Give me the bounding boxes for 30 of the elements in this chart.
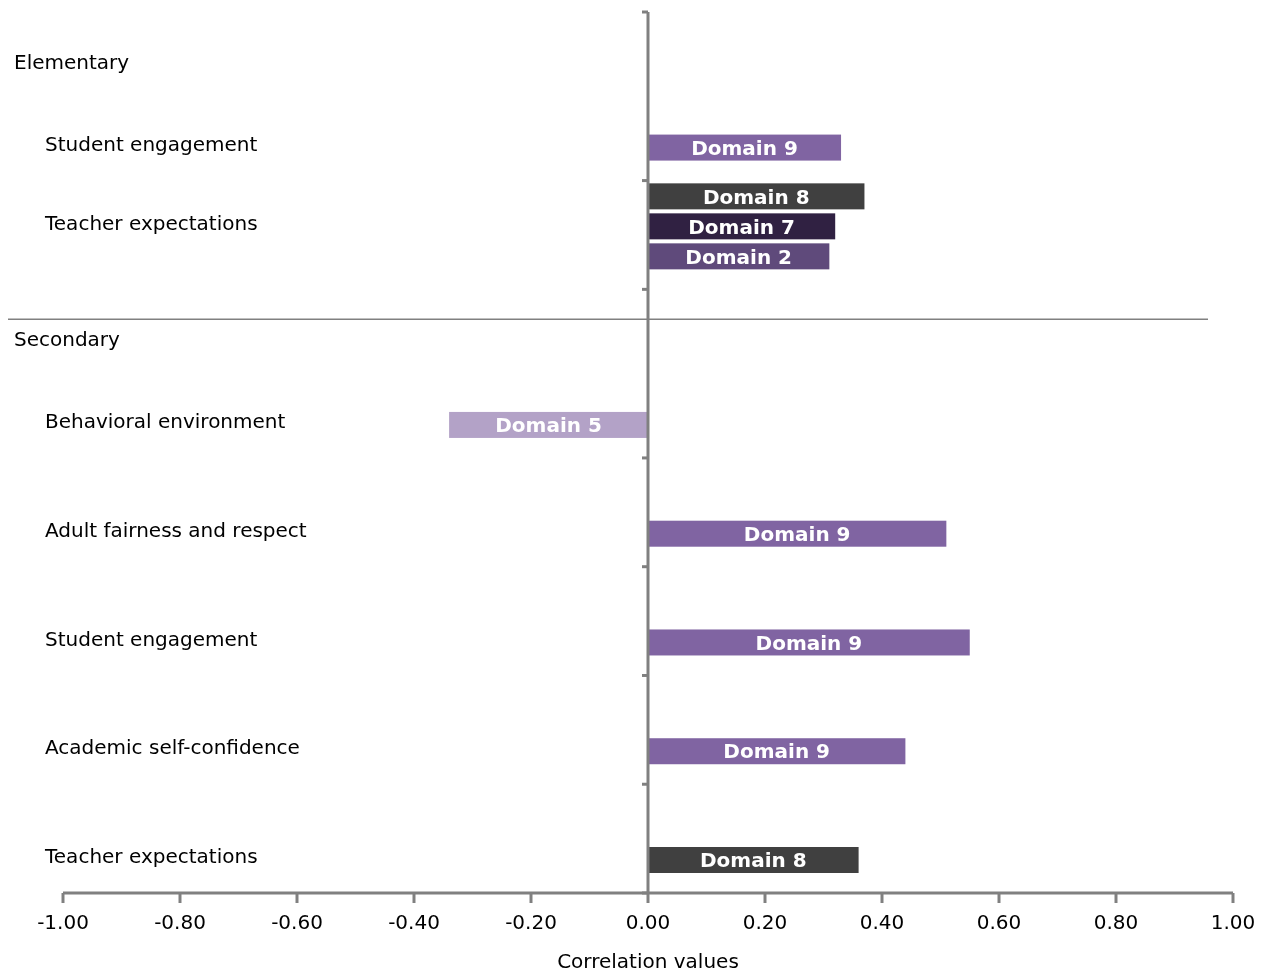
text: Domain 9 bbox=[723, 739, 831, 764]
x-tick-label: -0.20 bbox=[505, 910, 557, 934]
y-tick-label: Student engagement bbox=[45, 131, 258, 156]
x-tick-label: -1.00 bbox=[37, 910, 89, 934]
y-tick-label: Student engagement bbox=[45, 626, 258, 651]
x-tick-label: -0.60 bbox=[271, 910, 323, 934]
x-tick-label: 1.00 bbox=[1210, 910, 1256, 934]
x-tick-label: 0.20 bbox=[742, 910, 788, 934]
y-tick-label: Adult fairness and respect bbox=[45, 517, 307, 542]
x-tick-label: 0.60 bbox=[976, 910, 1022, 934]
y-tick-label: Elementary bbox=[14, 49, 130, 74]
x-axis-title: Correlation values bbox=[557, 949, 739, 972]
series-label: Domain 8 bbox=[699, 848, 807, 873]
text: Domain 8 bbox=[702, 184, 810, 209]
series-label: Domain 7 bbox=[688, 214, 795, 239]
series-label: Domain 2 bbox=[685, 244, 792, 269]
x-tick-label: -0.80 bbox=[154, 910, 206, 934]
y-tick-label: Teacher expectations bbox=[44, 844, 258, 869]
series-label: Domain 5 bbox=[495, 413, 602, 438]
y-tick-label: Academic self-confidence bbox=[45, 735, 300, 760]
text: Domain 9 bbox=[755, 630, 863, 655]
x-tick-label: -0.40 bbox=[388, 910, 440, 934]
x-tick-label: 0.00 bbox=[625, 910, 671, 934]
series-label: Domain 9 bbox=[691, 135, 798, 160]
y-tick-label: Teacher expectations bbox=[44, 210, 258, 235]
x-tick-label: 0.40 bbox=[859, 910, 905, 934]
y-tick-label: Behavioral environment bbox=[45, 409, 286, 434]
text: Domain 9 bbox=[743, 521, 851, 546]
y-tick-label: Secondary bbox=[14, 327, 121, 352]
x-tick-label: 0.80 bbox=[1093, 910, 1139, 934]
